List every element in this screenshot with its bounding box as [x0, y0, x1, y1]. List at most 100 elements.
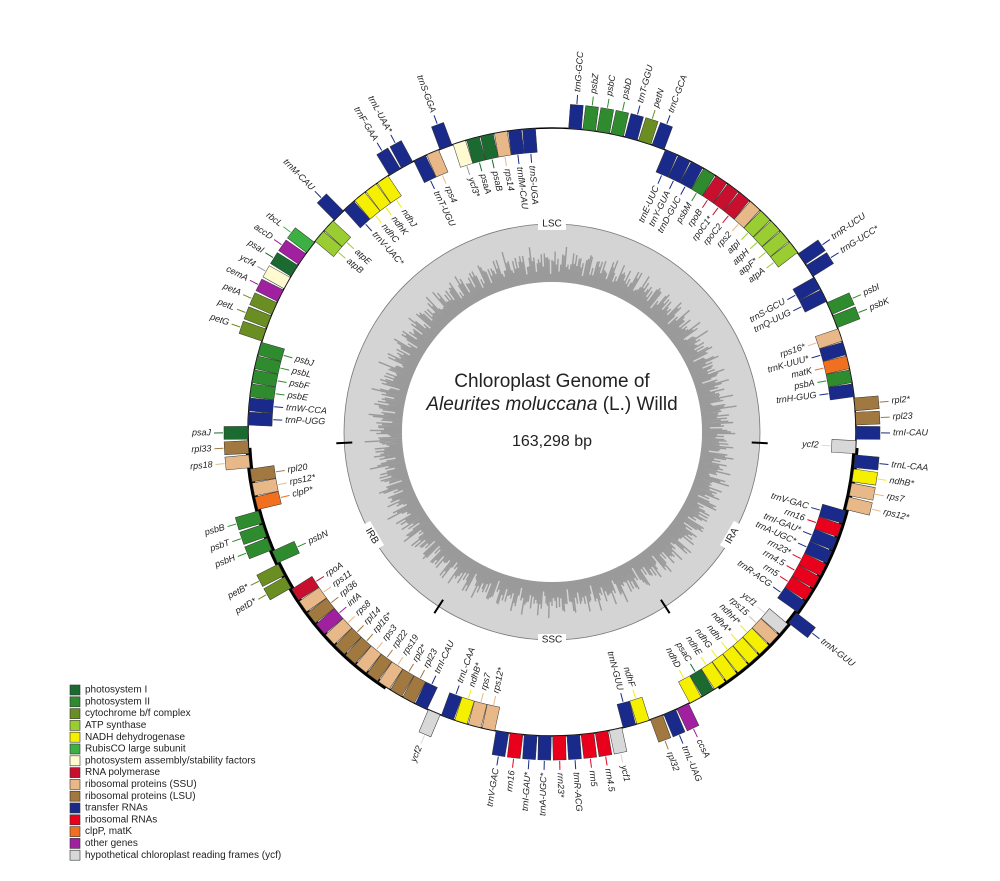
gene-tick — [377, 642, 383, 649]
gc-inner — [402, 282, 702, 582]
legend-swatch — [70, 803, 80, 813]
gene-label: psbB — [202, 522, 225, 538]
gene-tick — [497, 757, 498, 766]
gene-tick — [767, 263, 774, 268]
gene-tick — [606, 757, 607, 766]
gene-block — [854, 396, 879, 411]
gene-block — [567, 735, 582, 760]
gene-tick — [348, 616, 355, 622]
gene-tick — [732, 224, 738, 231]
gene-label: rrn23* — [556, 773, 567, 798]
gene-tick — [658, 175, 662, 183]
gene-tick — [468, 690, 471, 699]
gene-tick — [803, 531, 811, 534]
gene-block — [581, 733, 597, 758]
gene-tick — [807, 520, 816, 523]
species: Aleurites moluccana — [425, 394, 597, 415]
gene-tick — [577, 95, 578, 104]
legend-swatch — [70, 815, 80, 825]
gene-block — [569, 104, 584, 129]
gene-label: rrn5 — [587, 770, 599, 788]
gene-tick — [798, 543, 806, 547]
gene-label: trnH-GUG — [776, 390, 817, 405]
legend-swatch — [70, 697, 80, 707]
gene-label: rrn4.5 — [603, 768, 617, 794]
gene-tick — [250, 280, 258, 284]
species-name: Aleurites moluccana (L.) Willd — [425, 394, 677, 415]
gene-tick — [692, 193, 697, 201]
gene-tick — [357, 625, 363, 631]
gene-tick — [398, 657, 403, 665]
legend-swatch — [70, 791, 80, 801]
gene-tick — [701, 657, 706, 665]
gene-tick — [773, 587, 780, 592]
gene-tick — [232, 539, 241, 542]
gene-block — [855, 411, 880, 425]
gene-tick — [251, 581, 259, 585]
gene-tick — [238, 553, 246, 556]
gene-label: petD* — [232, 596, 258, 617]
gene-block — [849, 483, 875, 500]
gene-tick — [237, 309, 245, 312]
gene-label: rps12* — [491, 666, 506, 694]
legend-label: photosystem assembly/stability factors — [85, 755, 256, 766]
gene-tick — [722, 642, 728, 649]
gene-tick — [723, 216, 729, 223]
gene-tick — [216, 464, 225, 465]
gene-tick — [621, 754, 623, 763]
legend-label: RNA polymerase — [85, 767, 160, 778]
gene-label: trnS-GGA — [415, 73, 438, 114]
gene-tick — [711, 650, 716, 657]
legend-swatch — [70, 838, 80, 848]
gene-tick — [740, 625, 746, 631]
gene-tick — [339, 607, 346, 613]
gene-label: rpl23 — [892, 410, 912, 421]
gene-label: trnI-GAU* — [520, 771, 533, 811]
gene-tick — [819, 394, 828, 395]
gene-label: psbT — [208, 537, 233, 554]
gene-tick — [274, 240, 281, 245]
legend-swatch — [70, 768, 80, 778]
legend-swatch — [70, 779, 80, 789]
gene-label: psbE — [286, 390, 310, 403]
gene-tick — [811, 508, 820, 511]
gene-label: cemA — [225, 264, 250, 283]
gene-tick — [494, 696, 496, 705]
gene-tick — [528, 760, 529, 769]
gene-label: petA — [221, 280, 243, 297]
gene-label: rps12* — [289, 472, 317, 487]
gene-tick — [787, 566, 795, 570]
gene-tick — [665, 741, 668, 749]
gene-block — [224, 441, 249, 455]
gene-tick — [590, 759, 591, 768]
gene-tick — [875, 494, 884, 496]
gene-tick — [880, 401, 889, 402]
gene-block — [854, 455, 879, 470]
gene-tick — [749, 616, 756, 622]
region-boundary — [752, 442, 768, 443]
gene-tick — [621, 693, 623, 702]
legend-label: ATP synthase — [85, 720, 147, 731]
gene-block — [272, 541, 299, 563]
gene-label: rpl32 — [665, 750, 681, 772]
gene-tick — [638, 106, 640, 115]
gene-tick — [741, 233, 747, 239]
gene-tick — [731, 634, 737, 641]
gene-tick — [228, 524, 237, 527]
gene-tick — [702, 200, 707, 207]
gene-tick — [831, 253, 839, 258]
legend-label: RubisCO large subunit — [85, 744, 186, 755]
gene-tick — [257, 266, 265, 270]
region-label: LSC — [542, 219, 561, 230]
gene-tick — [787, 295, 795, 299]
gene-tick — [232, 324, 241, 327]
gene-block — [249, 398, 274, 413]
gene-label: trnN-GUU — [819, 636, 857, 669]
gene-label: rrn16 — [504, 770, 516, 792]
gene-block — [538, 736, 551, 760]
gene-block — [507, 733, 523, 758]
legend-swatch — [70, 732, 80, 742]
gene-tick — [817, 381, 826, 383]
gene-tick — [679, 670, 683, 678]
gene-tick — [324, 587, 331, 592]
